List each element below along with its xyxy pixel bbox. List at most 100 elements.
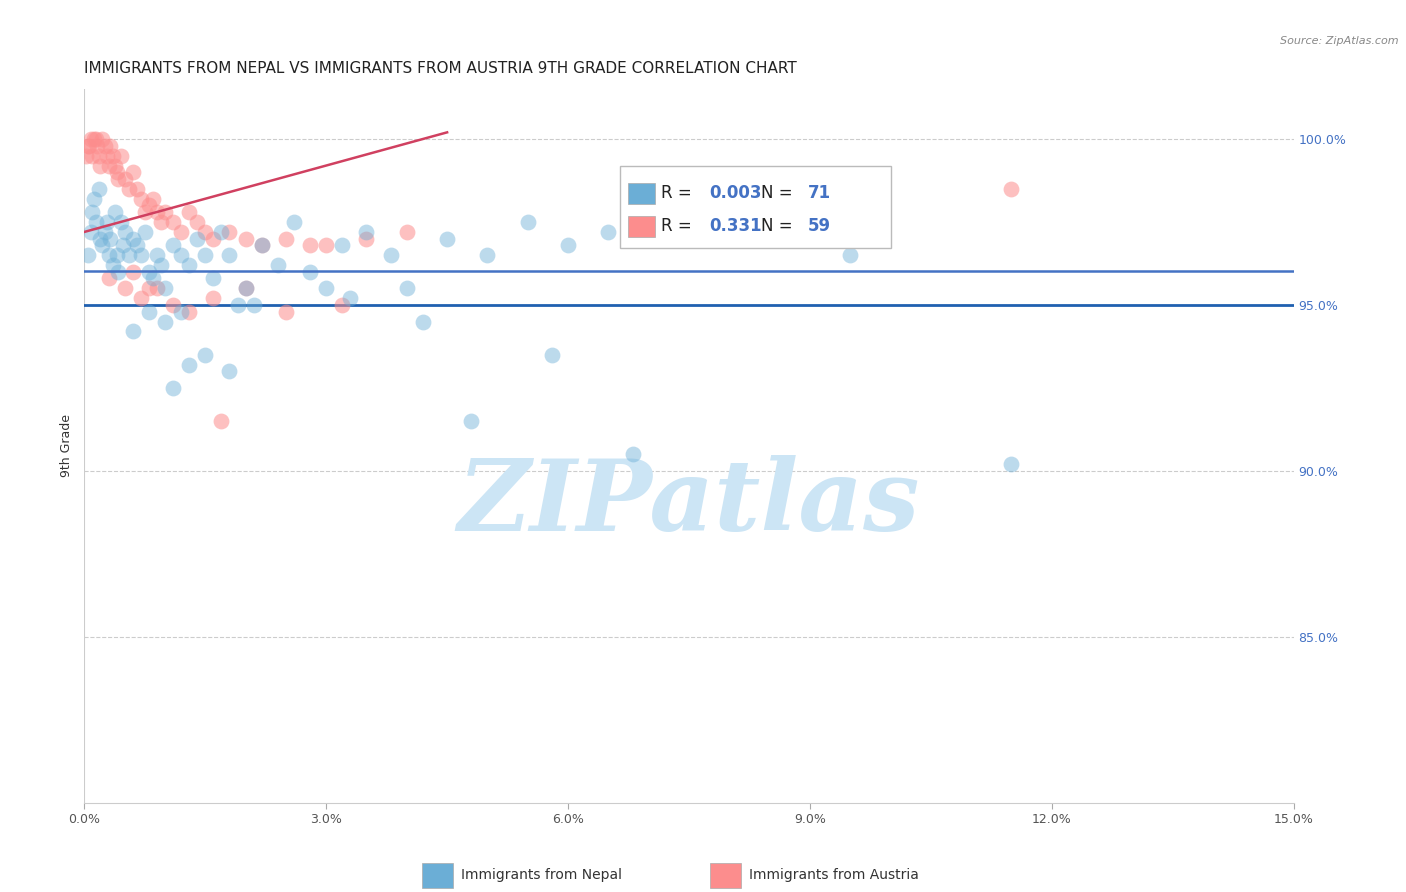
Point — [97, 159, 120, 173]
Point — [101, 148, 124, 162]
Point — [89, 231, 111, 245]
Point — [637, 231, 659, 245]
Point — [93, 138, 115, 153]
Point — [104, 159, 127, 173]
Point — [436, 231, 458, 245]
Point — [153, 314, 176, 328]
Point — [299, 238, 322, 252]
Text: ZIPatlas: ZIPatlas — [458, 455, 920, 551]
Point — [125, 182, 148, 196]
Point — [242, 298, 264, 312]
Point — [194, 248, 217, 262]
Point — [170, 304, 193, 318]
Point — [330, 298, 353, 312]
Point — [315, 281, 337, 295]
Point — [218, 248, 240, 262]
Point — [118, 182, 141, 196]
Point — [153, 281, 176, 295]
Text: 0.003: 0.003 — [710, 185, 762, 202]
Point — [96, 148, 118, 162]
Point — [84, 132, 107, 146]
Point — [142, 271, 165, 285]
Point — [395, 281, 418, 295]
Text: N =: N = — [762, 185, 799, 202]
Point — [80, 132, 103, 146]
Point — [86, 215, 108, 229]
Point — [557, 238, 579, 252]
Point — [125, 238, 148, 252]
Point — [114, 171, 136, 186]
Point — [105, 248, 128, 262]
Point — [129, 248, 152, 262]
Text: Immigrants from Nepal: Immigrants from Nepal — [461, 868, 623, 882]
Text: R =: R = — [661, 218, 703, 235]
Point — [202, 271, 225, 285]
Text: 0.331: 0.331 — [710, 218, 762, 235]
Point — [194, 225, 217, 239]
Point — [839, 248, 862, 262]
Point — [395, 225, 418, 239]
Point — [315, 238, 337, 252]
Point — [179, 304, 201, 318]
Point — [412, 314, 434, 328]
Point — [107, 171, 129, 186]
Point — [138, 304, 160, 318]
Point — [250, 238, 273, 252]
Point — [356, 231, 378, 245]
Point — [75, 148, 97, 162]
Point — [104, 205, 127, 219]
Point — [121, 325, 143, 339]
FancyBboxPatch shape — [620, 166, 891, 248]
Y-axis label: 9th Grade: 9th Grade — [60, 415, 73, 477]
Point — [250, 238, 273, 252]
Point — [77, 138, 100, 153]
Point — [98, 231, 121, 245]
Point — [101, 258, 124, 272]
Point — [121, 231, 143, 245]
Point — [274, 304, 297, 318]
Point — [283, 215, 305, 229]
Point — [380, 248, 402, 262]
Text: 59: 59 — [807, 218, 831, 235]
Point — [460, 414, 482, 428]
Point — [170, 225, 193, 239]
Point — [170, 248, 193, 262]
Point — [621, 447, 644, 461]
Point — [110, 215, 132, 229]
Text: 71: 71 — [807, 185, 831, 202]
Point — [112, 238, 135, 252]
Point — [598, 225, 620, 239]
Point — [77, 248, 100, 262]
Point — [718, 231, 741, 245]
Point — [202, 291, 225, 305]
Point — [356, 225, 378, 239]
Point — [149, 215, 172, 229]
Point — [98, 138, 121, 153]
Point — [1000, 457, 1022, 471]
Point — [1000, 182, 1022, 196]
Point — [162, 298, 184, 312]
Point — [87, 148, 110, 162]
Point — [76, 138, 98, 153]
Point — [134, 205, 156, 219]
Point — [121, 165, 143, 179]
Point — [83, 132, 105, 146]
Point — [107, 265, 129, 279]
Point — [186, 231, 208, 245]
Point — [138, 265, 160, 279]
Point — [129, 192, 152, 206]
Point — [114, 225, 136, 239]
Point — [202, 231, 225, 245]
Point — [97, 271, 120, 285]
Point — [91, 132, 114, 146]
Point — [179, 358, 201, 372]
Point — [149, 258, 172, 272]
Point — [93, 225, 115, 239]
Point — [179, 258, 201, 272]
Point — [138, 198, 160, 212]
Point — [330, 238, 353, 252]
Text: R =: R = — [661, 185, 697, 202]
Point — [114, 281, 136, 295]
Point — [274, 231, 297, 245]
Point — [194, 348, 217, 362]
